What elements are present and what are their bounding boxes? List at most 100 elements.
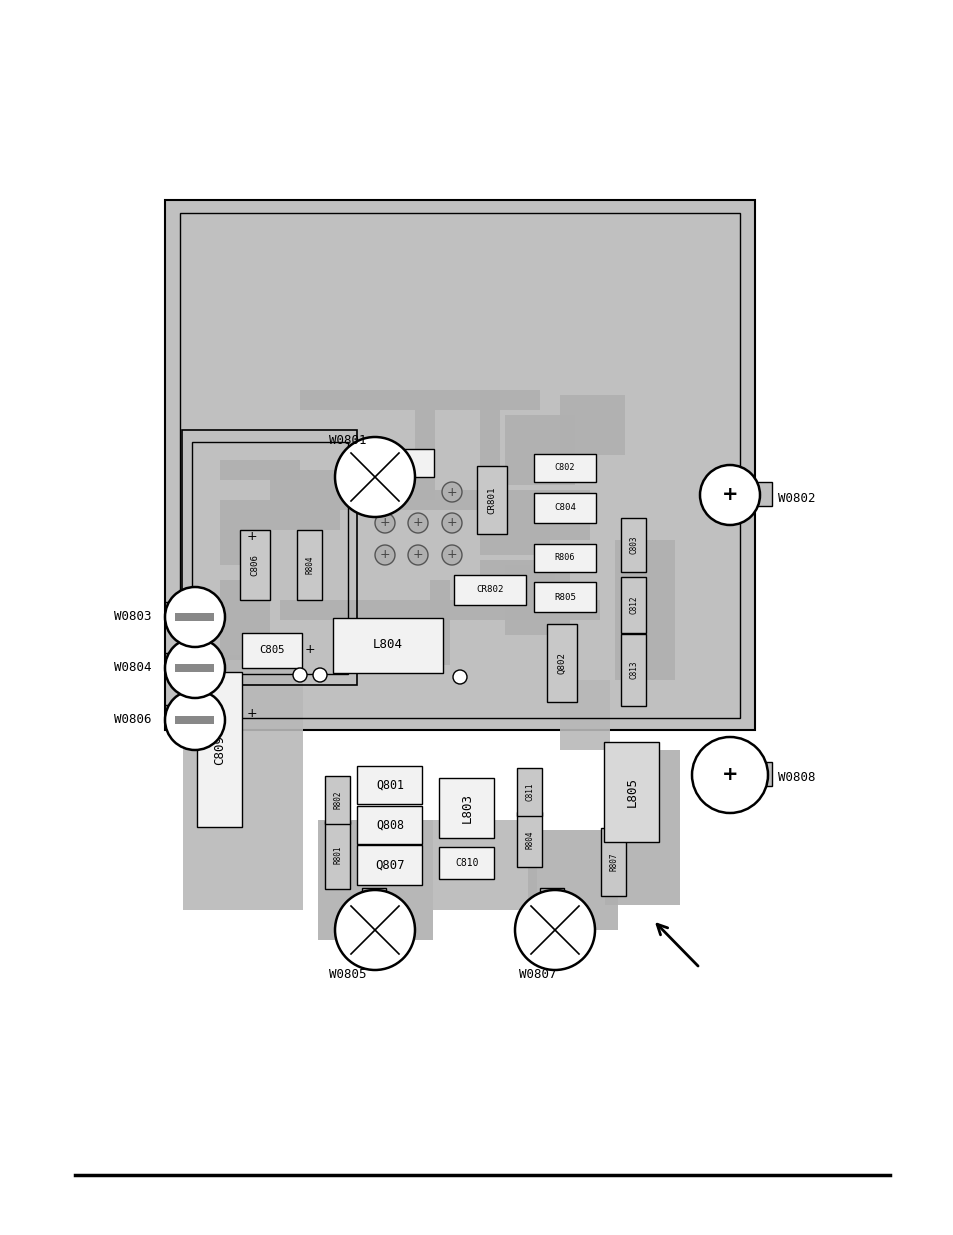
Bar: [527, 830, 618, 930]
Text: R802: R802: [334, 790, 342, 809]
Bar: [476, 466, 506, 534]
Bar: [165, 653, 193, 677]
Bar: [175, 613, 214, 621]
Circle shape: [335, 890, 415, 969]
Text: R807: R807: [609, 852, 618, 871]
Bar: [751, 482, 771, 506]
Bar: [197, 673, 242, 827]
Text: C813: C813: [629, 661, 638, 679]
Text: +: +: [413, 516, 423, 530]
Bar: [534, 493, 596, 522]
Bar: [192, 442, 348, 674]
Bar: [517, 813, 542, 867]
Circle shape: [700, 466, 760, 525]
Bar: [220, 459, 299, 480]
Bar: [333, 618, 442, 673]
Bar: [242, 632, 302, 667]
Bar: [220, 500, 270, 564]
Text: Q802: Q802: [557, 652, 566, 674]
Bar: [280, 600, 599, 620]
Bar: [270, 471, 339, 530]
Bar: [355, 450, 434, 477]
Bar: [517, 768, 542, 816]
Bar: [534, 454, 596, 482]
Circle shape: [165, 638, 225, 698]
Bar: [430, 580, 450, 664]
Bar: [182, 430, 356, 685]
Text: L803: L803: [460, 793, 473, 823]
Text: R804: R804: [305, 556, 314, 574]
Text: C805: C805: [259, 645, 284, 655]
Circle shape: [691, 737, 767, 813]
Bar: [357, 806, 422, 844]
Text: W0807: W0807: [518, 968, 557, 982]
Bar: [165, 200, 754, 730]
Text: Q807: Q807: [375, 858, 404, 872]
Bar: [479, 390, 499, 471]
Text: +: +: [247, 708, 257, 720]
Bar: [165, 601, 193, 626]
Circle shape: [335, 437, 415, 517]
Bar: [297, 530, 322, 600]
Bar: [546, 624, 577, 701]
Text: R805: R805: [554, 593, 576, 601]
Bar: [530, 490, 589, 540]
Text: +: +: [446, 516, 456, 530]
Bar: [539, 888, 563, 908]
Text: Q808: Q808: [375, 819, 403, 831]
Text: W0803: W0803: [114, 610, 152, 624]
Bar: [357, 766, 422, 804]
Text: R814: R814: [384, 458, 405, 468]
Bar: [601, 827, 626, 897]
Text: C802: C802: [554, 463, 575, 473]
Bar: [454, 576, 525, 605]
Circle shape: [165, 587, 225, 647]
Circle shape: [165, 690, 225, 750]
Circle shape: [453, 671, 467, 684]
Bar: [479, 490, 550, 555]
Circle shape: [441, 545, 461, 564]
Text: L805: L805: [625, 777, 638, 806]
Bar: [534, 582, 596, 613]
Bar: [220, 580, 270, 659]
Circle shape: [313, 668, 327, 682]
Text: W0801: W0801: [329, 433, 366, 447]
Bar: [604, 750, 679, 905]
Bar: [240, 530, 270, 600]
Bar: [175, 664, 214, 672]
Circle shape: [293, 668, 307, 682]
Text: W0805: W0805: [329, 968, 366, 982]
Bar: [559, 680, 609, 750]
Bar: [325, 821, 350, 889]
Text: +: +: [247, 531, 257, 543]
Text: +: +: [446, 485, 456, 499]
Text: C811: C811: [525, 783, 534, 802]
Circle shape: [375, 545, 395, 564]
Text: C804: C804: [554, 504, 576, 513]
Text: +: +: [721, 766, 738, 784]
Bar: [479, 559, 555, 580]
Text: C810: C810: [455, 858, 478, 868]
Bar: [534, 543, 596, 572]
Bar: [180, 212, 740, 718]
Bar: [183, 655, 303, 910]
Text: R804: R804: [525, 831, 534, 850]
Bar: [504, 564, 569, 635]
Bar: [504, 415, 575, 485]
Bar: [317, 820, 433, 940]
Text: R801: R801: [334, 846, 342, 864]
Bar: [357, 845, 422, 885]
Text: W0806: W0806: [114, 714, 152, 726]
Bar: [439, 778, 494, 839]
Text: +: +: [413, 548, 423, 562]
Circle shape: [441, 482, 461, 501]
Bar: [175, 716, 214, 724]
Text: Q801: Q801: [375, 778, 403, 792]
Text: L804: L804: [373, 638, 402, 652]
Bar: [427, 820, 537, 910]
Text: +: +: [721, 485, 738, 505]
Text: +: +: [379, 548, 390, 562]
Text: C809: C809: [213, 735, 226, 764]
Text: W0804: W0804: [114, 662, 152, 674]
Bar: [615, 540, 675, 680]
